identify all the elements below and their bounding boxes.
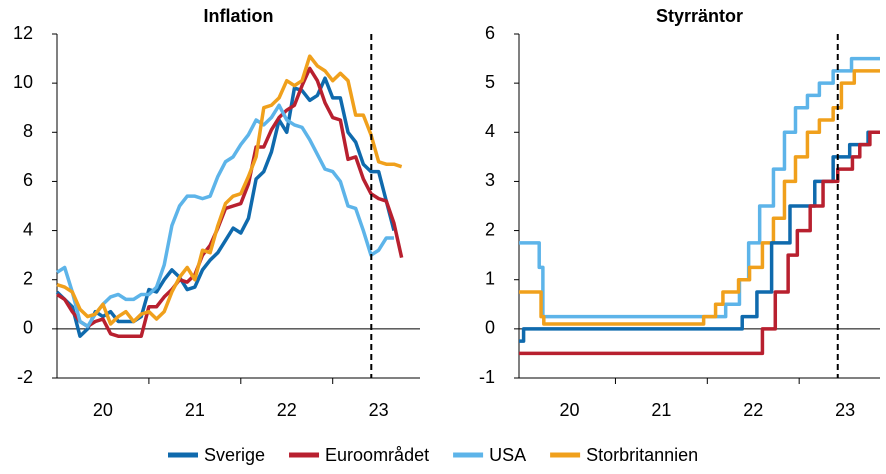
x-tick-label: 23 xyxy=(369,400,389,420)
y-tick-label: 0 xyxy=(23,318,33,338)
x-tick-label: 22 xyxy=(277,400,297,420)
legend-label: Euroområdet xyxy=(325,445,429,465)
y-tick-label: 2 xyxy=(23,268,33,288)
y-tick-label: 12 xyxy=(13,23,33,43)
series-line xyxy=(56,66,404,338)
x-tick-label: 23 xyxy=(835,400,855,420)
y-tick-label: 8 xyxy=(23,121,33,141)
legend-label: USA xyxy=(489,445,526,465)
series-line xyxy=(55,76,396,338)
series-line xyxy=(519,130,880,356)
chart-title: Inflation xyxy=(204,6,274,26)
y-tick-label: -2 xyxy=(17,367,33,387)
y-tick-label: 4 xyxy=(23,219,33,239)
x-tick-label: 21 xyxy=(185,400,205,420)
x-tick-label: 20 xyxy=(560,400,580,420)
x-tick-label: 20 xyxy=(93,400,113,420)
chart-title: Styrräntor xyxy=(656,6,743,26)
series-line xyxy=(56,54,403,326)
y-tick-label: 1 xyxy=(485,268,495,288)
series-line xyxy=(519,69,880,326)
legend-label: Storbritannien xyxy=(586,445,698,465)
y-tick-label: 4 xyxy=(485,121,495,141)
series-line xyxy=(519,130,880,343)
y-tick-label: 10 xyxy=(13,72,33,92)
y-tick-label: -1 xyxy=(479,367,495,387)
y-tick-label: 6 xyxy=(485,23,495,43)
y-tick-label: 0 xyxy=(485,318,495,338)
y-tick-label: 5 xyxy=(485,72,495,92)
series-line xyxy=(56,103,394,329)
y-tick-label: 2 xyxy=(485,219,495,239)
y-tick-label: 6 xyxy=(23,170,33,190)
x-tick-label: 22 xyxy=(743,400,763,420)
series-line xyxy=(519,56,880,319)
x-tick-label: 21 xyxy=(651,400,671,420)
legend-label: Sverige xyxy=(204,445,265,465)
y-tick-label: 3 xyxy=(485,170,495,190)
